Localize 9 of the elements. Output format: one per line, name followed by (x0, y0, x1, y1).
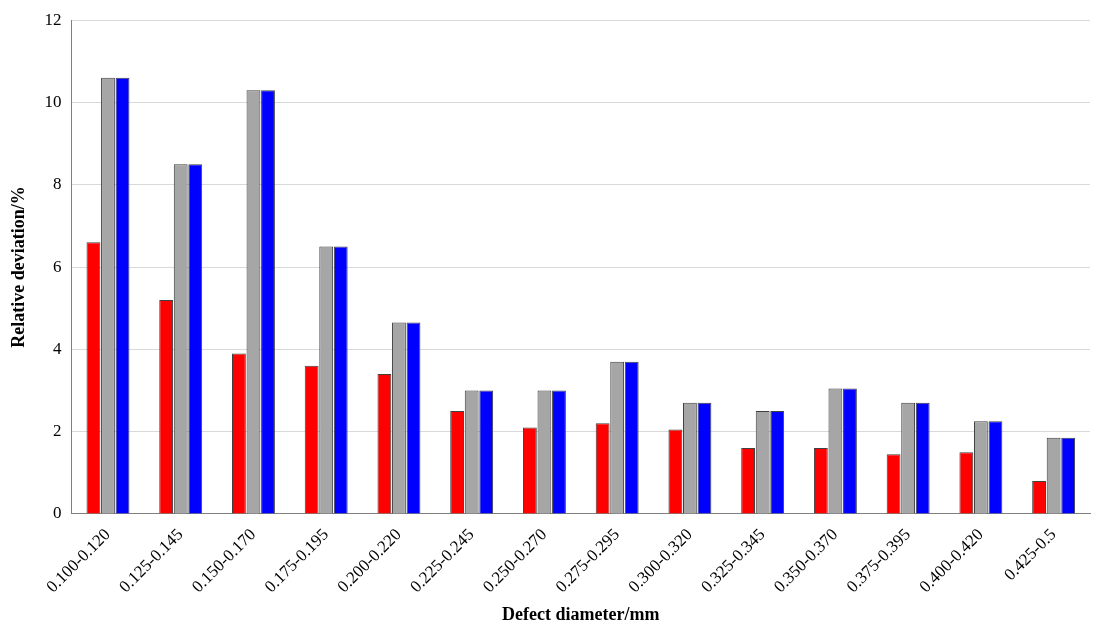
y-tick-label: 2 (53, 421, 62, 441)
y-tick-label: 8 (53, 174, 62, 194)
y-tick-label: 6 (53, 256, 62, 276)
y-tick-label: 10 (44, 91, 62, 111)
x-axis-title: Defect diameter/mm (502, 603, 660, 624)
y-axis-title: Relative deviation/% (8, 186, 29, 348)
y-tick-label: 4 (53, 338, 63, 358)
y-tick-label: 12 (44, 9, 62, 29)
y-tick-label: 0 (53, 503, 62, 523)
